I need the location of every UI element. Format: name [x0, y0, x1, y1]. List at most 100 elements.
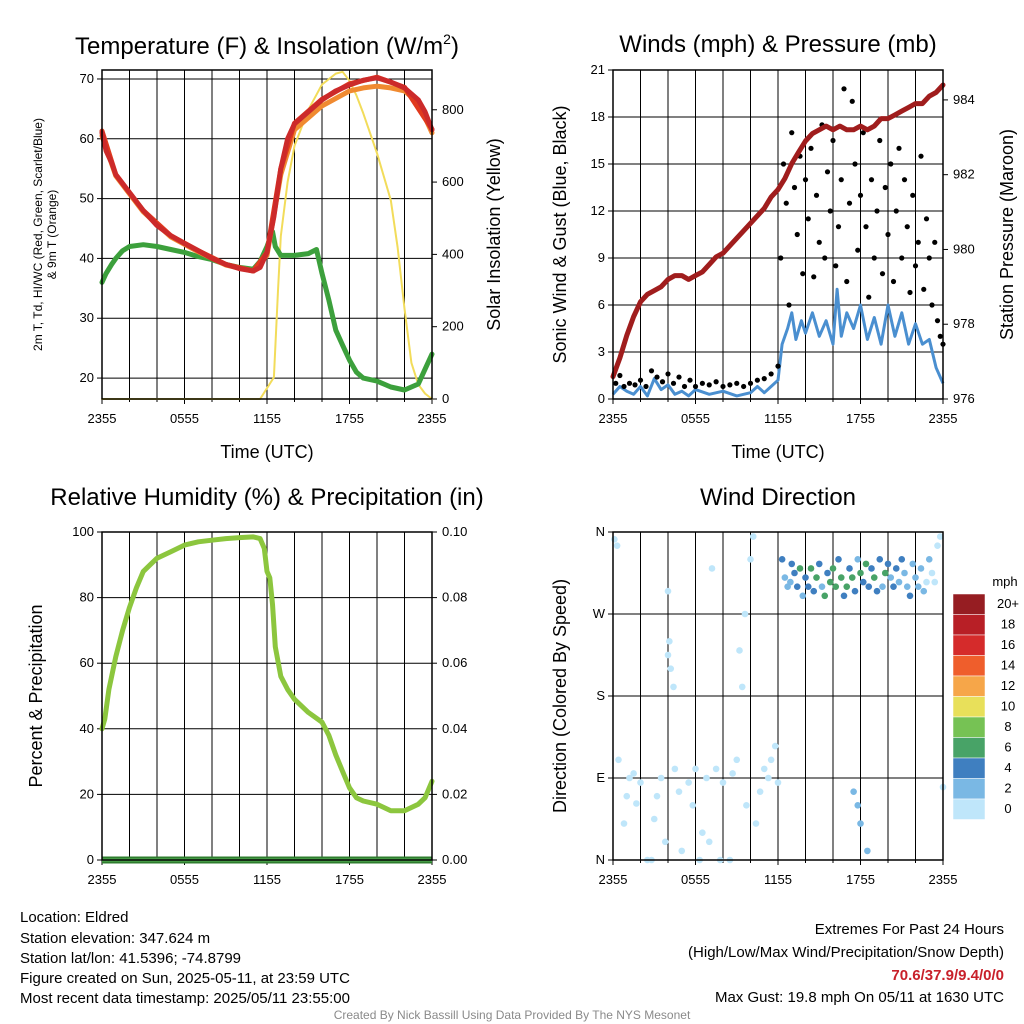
- series-line-relative-humidity: [99, 534, 435, 814]
- y-tick-label-right: 984: [953, 92, 975, 107]
- direction-point: [848, 574, 856, 581]
- y-tick-label-left: 100: [72, 524, 94, 539]
- y-axis-label-left-line1: 2m T, Td, HI/WC (Red, Green, Scarlet/Blu…: [31, 118, 45, 351]
- y-tick-label-left: 0: [598, 391, 605, 406]
- legend-label: 10: [1001, 699, 1015, 714]
- direction-point: [620, 820, 628, 827]
- direction-point: [881, 569, 889, 577]
- y-axis-label-left-line2: & 9m T (Orange): [45, 190, 59, 280]
- direction-point: [611, 535, 618, 543]
- gust-point: [879, 271, 886, 277]
- gust-point: [805, 216, 811, 222]
- chart-title: Relative Humidity (%) & Precipitation (i…: [50, 484, 483, 511]
- direction-point: [876, 556, 884, 563]
- plot-border: [101, 531, 433, 861]
- legend-label: 20+: [997, 596, 1019, 611]
- direction-point: [854, 556, 862, 563]
- wind-direction-chart: N E S W N 2355 0555 1155 1755 2355 Wind Direction D…: [550, 484, 1019, 887]
- y-tick-label-right: 600: [442, 174, 464, 189]
- y-tick-label-left: 60: [80, 131, 94, 146]
- direction-point: [793, 583, 801, 590]
- y-tick-label-left: 20: [80, 370, 94, 385]
- direction-point: [692, 765, 699, 773]
- y-tick-label-right: 0.06: [442, 655, 467, 670]
- legend-label: 16: [1001, 637, 1015, 652]
- y-tick-label-left: 40: [80, 250, 94, 265]
- legend-swatch: [952, 634, 986, 656]
- gust-point: [613, 380, 619, 386]
- gust-point: [890, 278, 897, 285]
- gust-point: [874, 208, 880, 214]
- legend-swatch: [952, 696, 986, 718]
- gust-point: [852, 161, 858, 167]
- gust-point: [780, 161, 787, 167]
- gust-point: [915, 239, 921, 245]
- y-tick-label-right: 0.04: [442, 721, 467, 736]
- gust-point: [882, 184, 888, 191]
- direction-point: [778, 556, 786, 563]
- y-tick-label-left: 6: [598, 297, 605, 312]
- direction-point: [920, 587, 928, 595]
- direction-point: [781, 574, 789, 581]
- direction-point: [931, 578, 939, 586]
- y-tick-label-right: 978: [953, 316, 975, 331]
- gust-point: [899, 255, 905, 261]
- gust-point: [855, 247, 861, 253]
- y-tick-label-right: 0.02: [442, 786, 467, 801]
- y-axis-label-left: Sonic Wind & Gust (Blue, Black): [550, 105, 570, 363]
- direction-point: [815, 560, 823, 568]
- y-tick-label-left: 50: [80, 191, 94, 206]
- gust-point: [918, 153, 924, 159]
- gust-point: [813, 192, 820, 198]
- gust-point: [896, 145, 902, 151]
- direction-point: [615, 756, 622, 764]
- gust-point: [833, 263, 839, 269]
- y-tick-label-left: E: [596, 770, 605, 785]
- series-line-temperature: [99, 75, 435, 274]
- y-tick-label-left: 0: [87, 852, 94, 867]
- gust-point: [841, 86, 847, 92]
- direction-point: [804, 583, 812, 590]
- gust-point: [929, 302, 935, 308]
- direction-point: [934, 542, 941, 549]
- gust-point: [706, 382, 712, 388]
- gust-point: [768, 371, 774, 377]
- direction-point: [752, 820, 760, 827]
- y-tick-label-left: 40: [80, 721, 94, 736]
- y-axis-label-left: Percent & Precipitation: [26, 604, 46, 787]
- gust-point: [794, 231, 800, 238]
- direction-point: [898, 556, 906, 563]
- direction-point: [857, 820, 864, 827]
- gust-point: [741, 383, 747, 390]
- gust-point: [846, 200, 853, 206]
- direction-point: [749, 533, 757, 540]
- gust-point: [734, 380, 740, 386]
- direction-point: [657, 774, 665, 782]
- direction-point: [818, 583, 826, 590]
- direction-point: [859, 578, 867, 586]
- y-tick-label-right: 800: [442, 102, 464, 117]
- y-tick-label-right: 0.08: [442, 590, 467, 605]
- direction-point: [928, 569, 936, 577]
- gust-point: [621, 383, 627, 390]
- gust-point: [747, 380, 754, 386]
- direction-point: [879, 583, 886, 590]
- x-tick-label: 1155: [253, 872, 281, 887]
- direction-point: [810, 587, 818, 595]
- x-tick-label: 2355: [418, 411, 447, 426]
- direction-point: [767, 756, 775, 764]
- series-line-station-pressure: [610, 82, 946, 380]
- gust-point: [877, 137, 883, 144]
- direction-point: [670, 683, 677, 691]
- direction-point: [802, 574, 809, 581]
- direction-point: [738, 683, 746, 691]
- direction-point: [703, 774, 710, 782]
- gust-point: [789, 130, 795, 136]
- x-axis-label: Time (UTC): [731, 442, 824, 462]
- gust-point: [754, 377, 760, 383]
- direction-point: [914, 583, 922, 590]
- gust-point: [871, 255, 877, 261]
- x-tick-label: 2355: [88, 411, 117, 426]
- direction-point: [890, 583, 897, 590]
- gust-point: [811, 274, 817, 280]
